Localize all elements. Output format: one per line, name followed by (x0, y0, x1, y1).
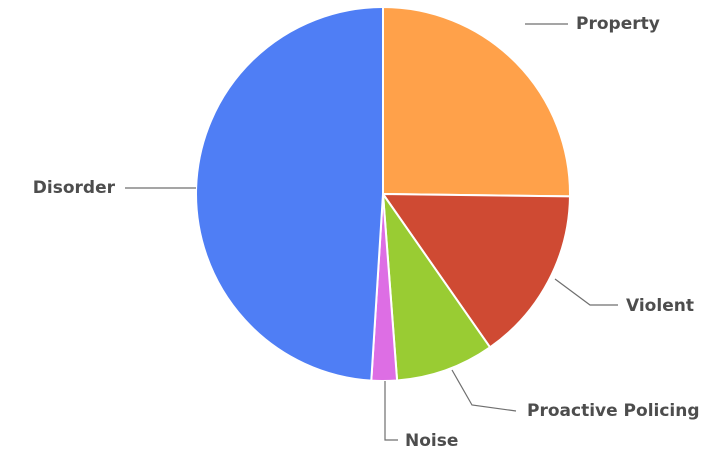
leader-line-violent (554, 278, 618, 306)
leader-line-noise (384, 381, 398, 441)
label-disorder: Disorder (33, 178, 116, 198)
leader-line-proactive-policing (451, 369, 517, 412)
slice-property[interactable] (382, 6, 571, 198)
slices-layer (195, 6, 571, 382)
label-noise: Noise (405, 431, 458, 451)
leader-lines-layer (125, 23, 618, 441)
slice-disorder[interactable] (195, 6, 384, 382)
slice-violent[interactable] (382, 193, 571, 349)
label-property: Property (576, 14, 660, 34)
labels-layer: Property Violent Proactive Policing Noise Di… (33, 14, 700, 451)
slice-proactive-policing[interactable] (382, 193, 492, 382)
label-proactive-policing: Proactive Policing (527, 401, 700, 421)
label-violent: Violent (626, 296, 694, 316)
